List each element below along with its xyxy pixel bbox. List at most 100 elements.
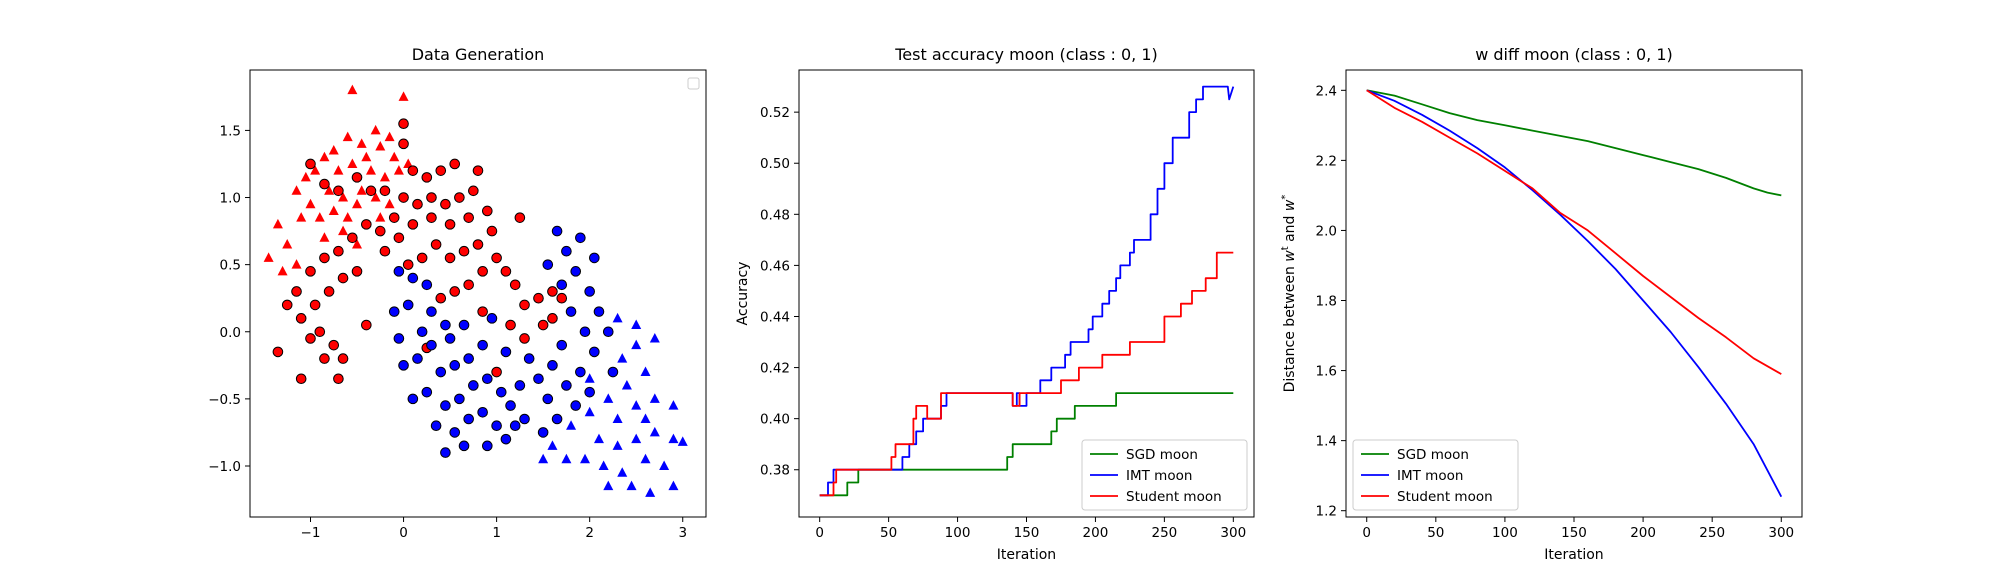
scatter-point (421, 279, 433, 291)
scatter-point (538, 453, 549, 464)
scatter-point (454, 393, 465, 405)
scatter-point (537, 319, 549, 331)
scatter-point (319, 178, 330, 190)
scatter-point (421, 386, 433, 398)
scatter-point (458, 440, 470, 452)
x-tick-label: 300 (1768, 525, 1794, 541)
scatter-point (649, 426, 660, 437)
scatter-point (580, 453, 591, 464)
series-line (819, 251, 1234, 497)
y-tick-label: 1.4 (1316, 434, 1337, 450)
scatter-point (612, 312, 623, 323)
legend-label: SGD moon (1126, 447, 1198, 463)
scatter-point (421, 172, 433, 183)
scatter-point (551, 225, 563, 237)
scatter-point (584, 373, 595, 383)
scatter-point (491, 252, 502, 264)
scatter-point (435, 165, 447, 176)
scatter-point (500, 346, 512, 358)
scatter-point (440, 400, 451, 411)
y-tick-label: 0.42 (760, 361, 790, 377)
scatter-point (505, 400, 516, 411)
scatter-point (426, 212, 437, 223)
scatter-point (631, 400, 642, 410)
scatter-point (296, 212, 307, 222)
y-tick-label: −1.0 (208, 459, 241, 475)
scatter-point (449, 360, 461, 371)
scatter-point (347, 158, 358, 168)
scatter-point (542, 259, 554, 270)
scatter-point (561, 245, 572, 257)
scatter-point (319, 151, 330, 162)
x-tick-label: −1 (301, 525, 321, 541)
x-tick-label: 100 (945, 525, 971, 541)
scatter-point (323, 286, 335, 297)
plot-area (1366, 89, 1783, 498)
scatter-point (375, 141, 386, 151)
legend: SGD moon IMT moon Student moon (1352, 439, 1519, 511)
scatter-point (477, 266, 488, 277)
scatter-point (575, 232, 586, 244)
scatter-point (612, 440, 623, 450)
scatter-point (416, 252, 428, 264)
y-tick-label: 0.40 (760, 412, 790, 428)
scatter-point (356, 185, 367, 195)
scatter-point (677, 436, 688, 446)
scatter-point (388, 212, 400, 223)
y-tick-label: 1.6 (1316, 364, 1337, 380)
chart-panel-1: Data Generation −1 0 1 2 3 −1.0 −0.5 0.0 0.5 1.0 1.… (208, 45, 707, 541)
scatter-point (295, 373, 307, 385)
x-axis-label: Iteration (1544, 547, 1603, 563)
y-axis-label-part: w (1282, 250, 1298, 262)
scatter-point (305, 266, 316, 277)
y-axis-label: Distance between wt and w* (1280, 195, 1298, 393)
scatter-point (361, 151, 372, 162)
scatter-point (356, 138, 367, 148)
chart-panel-3: w diff moon (class : 0, 1) 0 50 100 150 200 25… (1280, 45, 1803, 563)
scatter-point (403, 158, 414, 168)
scatter-point (645, 487, 656, 497)
series-line (819, 85, 1235, 497)
scatter-point (435, 292, 447, 304)
scatter-point (305, 198, 316, 209)
scatter-point (407, 219, 419, 230)
scatter-point (384, 198, 395, 209)
scatter-point (440, 319, 451, 331)
scatter-point (509, 279, 521, 291)
y-tick-label: 1.5 (220, 123, 241, 139)
scatter-point (519, 413, 530, 425)
scatter-point (509, 420, 521, 432)
y-tick-label: 1.0 (220, 191, 241, 207)
scatter-point (398, 360, 409, 371)
chart-title: Data Generation (412, 45, 545, 64)
scatter-point (617, 467, 628, 477)
scatter-point (491, 420, 502, 432)
scatter-point (426, 339, 437, 351)
scatter-point (328, 145, 339, 155)
scatter-point (351, 266, 363, 277)
scatter-point (412, 198, 423, 210)
scatter-point (449, 158, 461, 170)
scatter-point (449, 427, 461, 438)
scatter-point (477, 339, 488, 351)
scatter-point (640, 453, 651, 464)
scatter-point (430, 239, 442, 250)
y-tick-label: 2.2 (1316, 153, 1337, 169)
scatter-point (579, 326, 591, 338)
y-tick-label: 2.4 (1316, 83, 1337, 99)
scatter-point (566, 420, 577, 430)
series-line (1366, 89, 1783, 498)
scatter-point (384, 131, 395, 142)
scatter-point (468, 380, 479, 391)
scatter-point (500, 433, 512, 445)
scatter-point (463, 279, 474, 291)
scatter-point (412, 353, 423, 364)
scatter-point (463, 413, 474, 425)
scatter-point (533, 292, 544, 304)
scatter-point (291, 185, 302, 195)
scatter-point (458, 319, 470, 331)
x-tick-label: 250 (1151, 525, 1177, 541)
x-tick-label: 200 (1083, 525, 1109, 541)
legend-label: IMT moon (1397, 468, 1463, 484)
scatter-point (379, 171, 390, 182)
